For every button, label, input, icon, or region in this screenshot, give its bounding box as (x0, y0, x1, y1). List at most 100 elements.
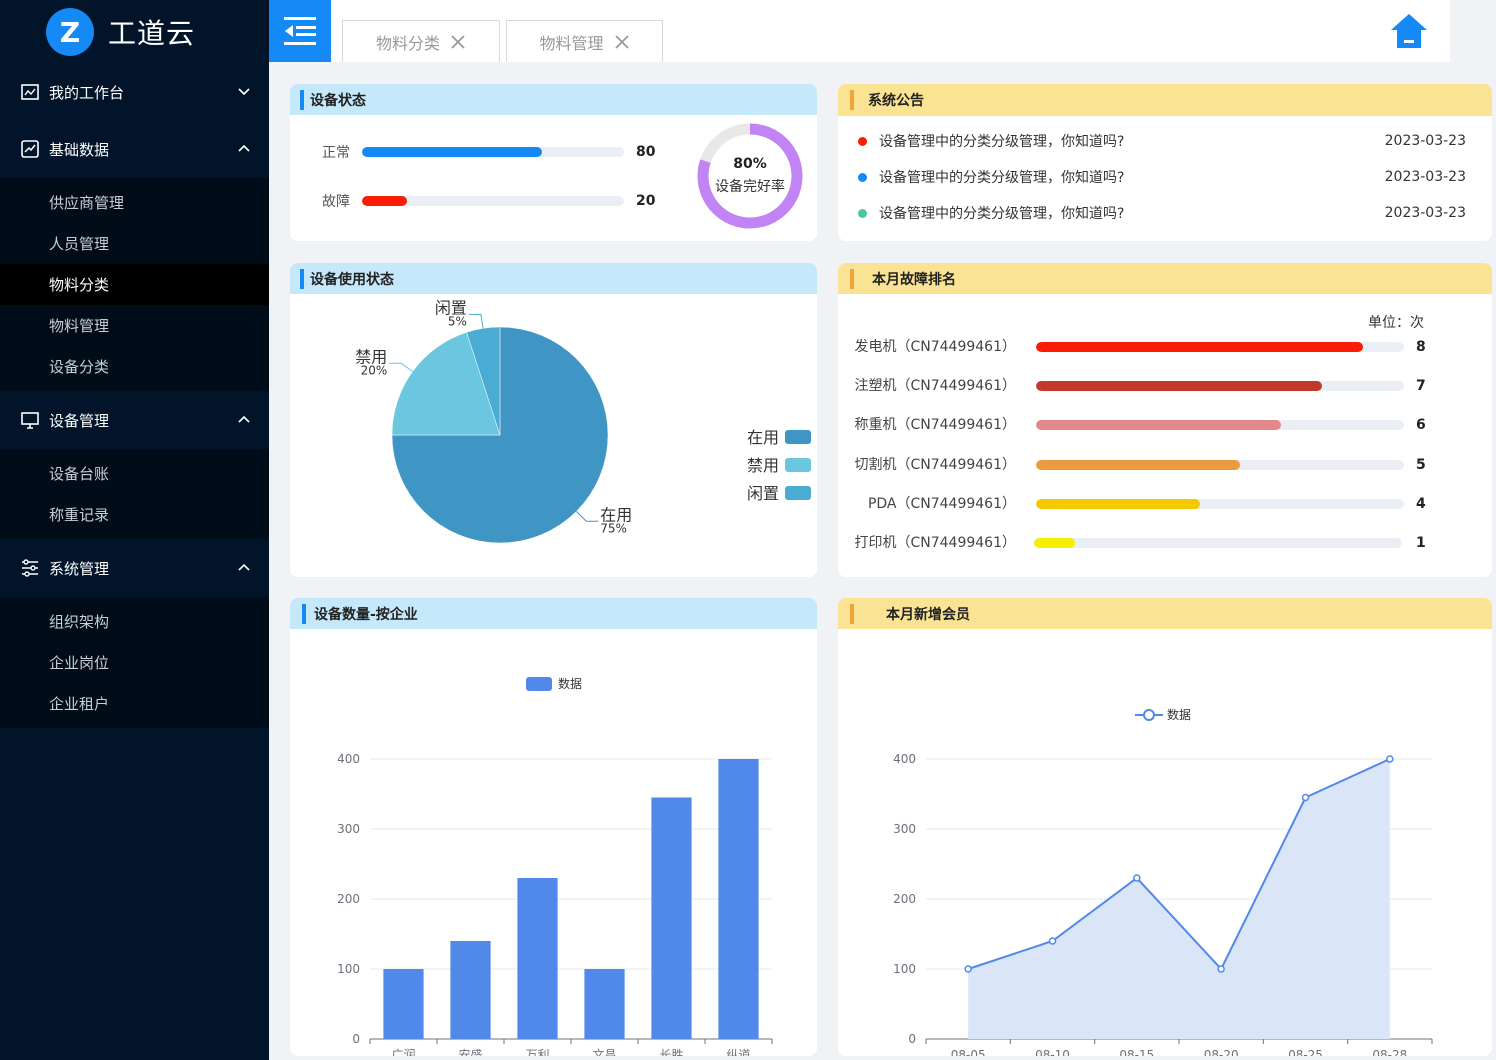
menu-group-label: 我的工作台 (49, 83, 125, 102)
card-header: 本月故障排名 (838, 263, 1492, 294)
ranking-fill (1036, 498, 1200, 509)
x-tick-label: 长胜 (659, 1047, 683, 1056)
system-notice-card: 系统公告 设备管理中的分类分级管理，你知道吗? 2023-03-23 设备管理中的分… (838, 84, 1492, 241)
topbar-gap (1450, 0, 1496, 62)
sidebar: Z 工道云 我的工作台基础数据供应商管理人员管理物料分类物料管理设备分类设备管理… (0, 0, 269, 1060)
ranking-value: 7 (1416, 378, 1426, 395)
title-accent (850, 268, 854, 289)
logo-icon: Z (46, 8, 94, 56)
ranking-value: 1 (1416, 535, 1426, 551)
legend-swatch (526, 677, 552, 691)
notice-item[interactable]: 设备管理中的分类分级管理，你知道吗? 2023-03-23 (858, 166, 1466, 188)
x-tick-label: 广润 (391, 1048, 415, 1056)
sidebar-item[interactable]: 设备分类 (49, 358, 110, 376)
y-tick-label: 400 (893, 752, 916, 766)
menu-group-workbench[interactable]: 我的工作台 (0, 64, 269, 120)
home-icon[interactable] (1389, 12, 1429, 50)
area-fill (968, 759, 1390, 1039)
gauge-label: 设备完好率 (715, 179, 785, 195)
sidebar-item[interactable]: 称重记录 (49, 506, 110, 524)
sidebar-item[interactable]: 物料管理 (49, 317, 110, 335)
ranking-row: 注塑机（CN74499461） 7 (838, 375, 1492, 397)
ranking-value: 6 (1416, 417, 1426, 434)
chevron-up-icon (237, 561, 251, 575)
pie-value-label: 20% (361, 363, 388, 377)
ranking-value: 4 (1416, 495, 1426, 512)
title-accent (850, 603, 854, 624)
card-title: 设备状态 (310, 92, 366, 109)
ranking-row: 打印机（CN74499461） 1 (838, 532, 1492, 554)
x-tick-label: 08-20 (1204, 1048, 1239, 1056)
card-title: 本月故障排名 (872, 271, 956, 288)
card-header: 设备使用状态 (290, 263, 817, 294)
tab-material-management[interactable]: 物料管理 (506, 20, 663, 62)
ranking-fill (1036, 459, 1241, 470)
menu-collapse-button[interactable] (269, 0, 331, 62)
pie-leader-line (389, 362, 413, 372)
pie-leader-line (468, 314, 484, 329)
sidebar-item[interactable]: 组织架构 (49, 613, 110, 631)
bar (651, 797, 692, 1039)
ranking-row: 发电机（CN74499461） 8 (838, 336, 1492, 358)
title-accent (850, 90, 854, 110)
ranking-track (1036, 342, 1404, 352)
sidebar-item[interactable]: 企业租户 (49, 695, 110, 713)
status-track (362, 147, 624, 157)
legend-label: 数据 (1167, 707, 1191, 722)
x-tick-label: 08-25 (1288, 1048, 1323, 1056)
bullet-dot (858, 172, 867, 182)
card-title: 设备使用状态 (310, 271, 394, 288)
menu-group-system[interactable]: 系统管理 (0, 539, 269, 597)
bar (718, 759, 759, 1039)
data-point (1386, 755, 1394, 763)
pie-slice (391, 326, 609, 544)
pie-value-label: 5% (448, 315, 467, 329)
notice-text: 设备管理中的分类分级管理，你知道吗? (879, 170, 1125, 186)
notice-date: 2023-03-23 (1384, 205, 1466, 221)
card-header: 系统公告 (838, 84, 1492, 116)
pie-label: 禁用 (355, 347, 387, 366)
y-tick-label: 300 (893, 822, 916, 836)
app-logo[interactable]: Z 工道云 (0, 0, 269, 64)
menu-group-device[interactable]: 设备管理 (0, 391, 269, 449)
card-title: 设备数量-按企业 (314, 606, 418, 623)
monitor-icon (20, 410, 40, 430)
legend-label: 数据 (558, 676, 582, 691)
card-header: 设备状态 (290, 84, 817, 115)
fault-ranking-card: 本月故障排名 单位：次 发电机（CN74499461） 8 注塑机（CN744994… (838, 263, 1492, 577)
status-label: 正常 (322, 145, 350, 161)
bar (450, 941, 491, 1039)
tab-label: 物料分类 (375, 33, 440, 53)
x-tick-label: 文昌 (592, 1047, 616, 1056)
sidebar-item[interactable]: 人员管理 (49, 235, 110, 253)
card-title: 系统公告 (868, 93, 924, 109)
ranking-fill (1036, 381, 1323, 392)
sidebar-item[interactable]: 设备台账 (49, 465, 110, 483)
close-icon[interactable] (450, 34, 466, 50)
chevron-up-icon (237, 142, 251, 156)
series-line (967, 758, 1391, 971)
menu-group-basic[interactable]: 基础数据 (0, 120, 269, 178)
notice-date: 2023-03-23 (1384, 133, 1466, 149)
device-status-card: 设备状态 正常 80 故障 20 80% 设备完好率 (290, 84, 817, 241)
tab-material-category[interactable]: 物料分类 (342, 20, 500, 62)
legend-swatch (785, 458, 811, 472)
sidebar-item[interactable]: 企业岗位 (49, 654, 110, 672)
sidebar-item[interactable]: 供应商管理 (49, 194, 125, 212)
legend-label: 在用 (747, 428, 779, 447)
data-point (1301, 793, 1310, 802)
sidebar-menu: 我的工作台基础数据供应商管理人员管理物料分类物料管理设备分类设备管理设备台账称重… (0, 64, 269, 728)
ranking-row: 切割机（CN74499461） 5 (838, 454, 1492, 476)
status-value: 20 (636, 193, 656, 209)
notice-item[interactable]: 设备管理中的分类分级管理，你知道吗? 2023-03-23 (858, 130, 1466, 152)
ranking-name: 注塑机（CN74499461） (854, 378, 1016, 395)
ranking-fill (1034, 538, 1075, 548)
close-icon[interactable] (614, 34, 630, 50)
notice-item[interactable]: 设备管理中的分类分级管理，你知道吗? 2023-03-23 (858, 202, 1466, 224)
ranking-name: 称重机（CN74499461） (854, 417, 1016, 434)
sidebar-item[interactable]: 物料分类 (0, 264, 269, 305)
legend-swatch (785, 430, 811, 444)
legend-swatch (785, 486, 811, 500)
pie-leader-line (576, 511, 599, 522)
x-tick-label: 08-05 (951, 1048, 986, 1056)
